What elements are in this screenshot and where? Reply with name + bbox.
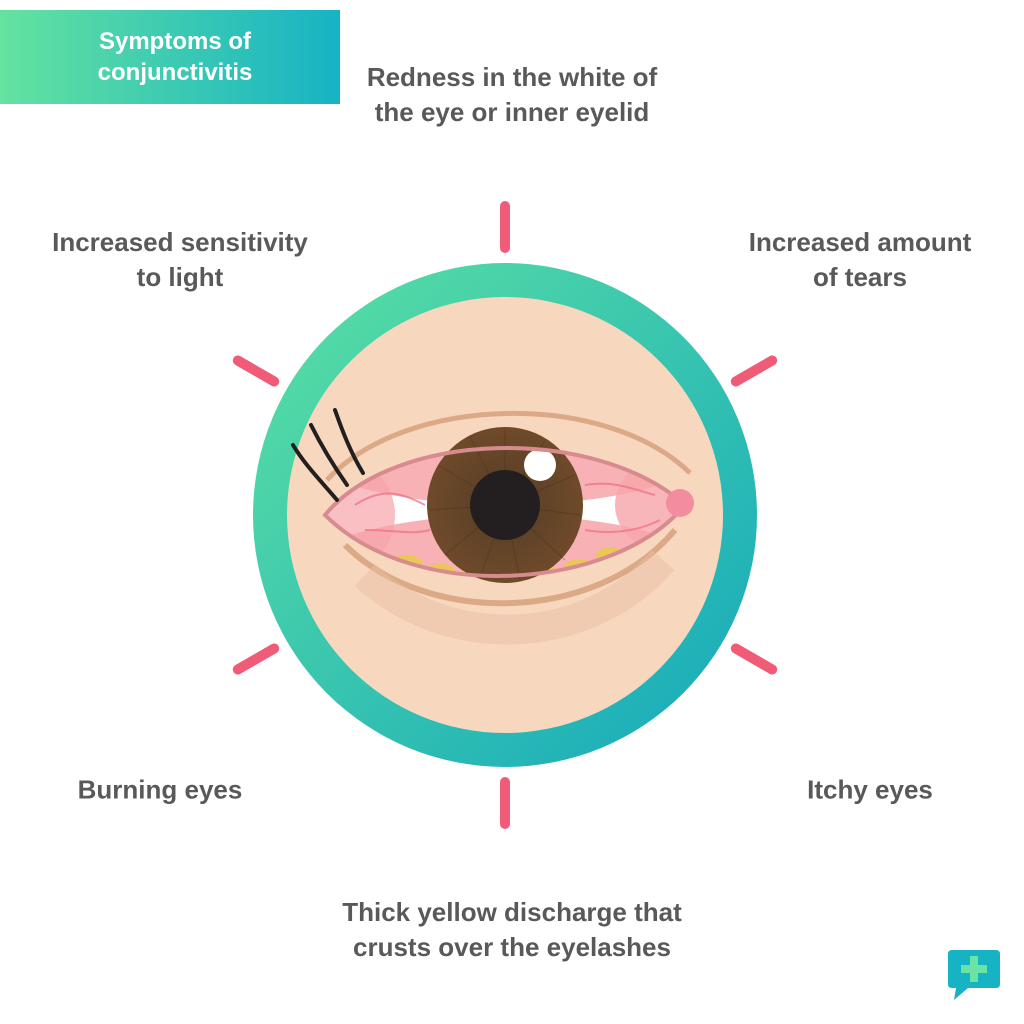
symptom-label-2: Itchy eyes	[690, 772, 1024, 807]
tick-4	[231, 642, 281, 677]
symptom-label-0: Redness in the white ofthe eye or inner …	[332, 60, 692, 130]
title-line1: Symptoms of	[99, 28, 251, 55]
title-badge: Symptoms of conjunctivitis	[0, 10, 340, 104]
tick-5	[231, 354, 281, 389]
eyelashes	[293, 410, 363, 500]
symptom-label-4: Burning eyes	[0, 772, 340, 807]
eye-illustration	[285, 305, 725, 745]
tick-3	[500, 777, 510, 829]
caruncle	[666, 489, 694, 517]
symptom-label-1: Increased amountof tears	[680, 225, 1024, 295]
symptom-label-5: Increased sensitivityto light	[0, 225, 360, 295]
pupil	[470, 470, 540, 540]
tick-0	[500, 201, 510, 253]
symptom-label-3: Thick yellow discharge thatcrusts over t…	[332, 895, 692, 965]
brand-logo-icon	[944, 944, 1004, 1004]
highlight	[524, 449, 556, 481]
tick-2	[729, 642, 779, 677]
tick-1	[729, 354, 779, 389]
title-line2: conjunctivitis	[98, 59, 253, 86]
